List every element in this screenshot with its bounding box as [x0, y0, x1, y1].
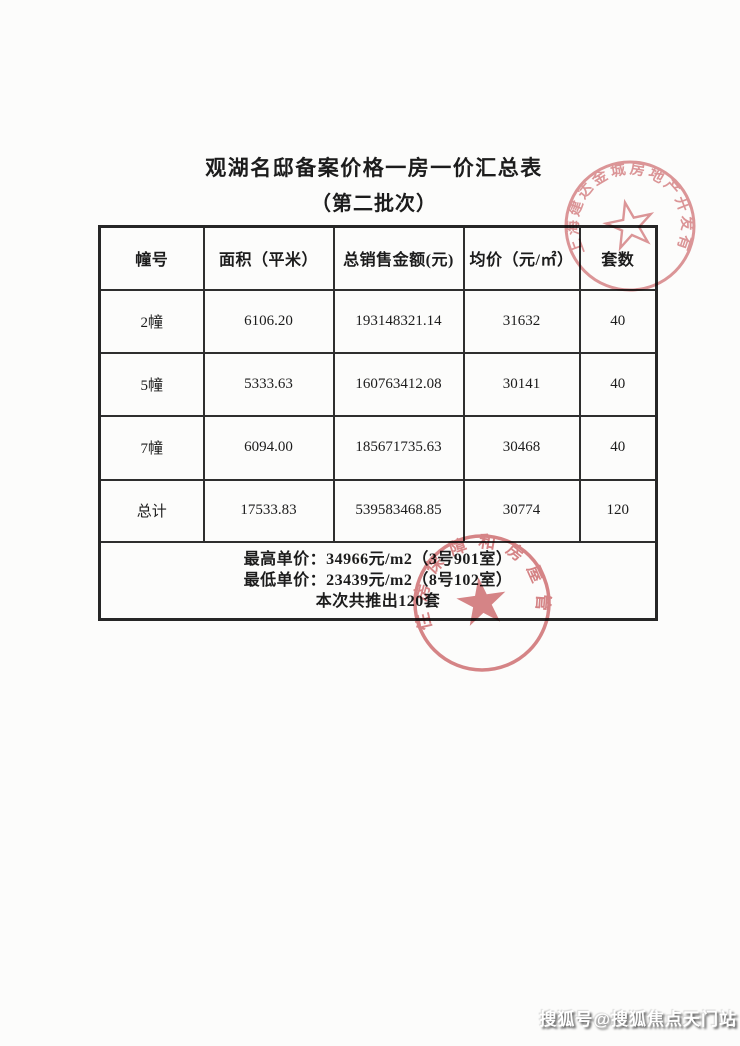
table-row: 2幢 6106.20 193148321.14 31632 40: [98, 288, 658, 354]
column-header-building: 幢号: [98, 225, 205, 291]
cell-avg: 30468: [462, 414, 581, 481]
summary-total-units: 本次共推出120套: [315, 592, 441, 610]
price-summary-table: 幢号 面积（平米） 总销售金额(元) 均价（元/㎡） 套数 2幢 6106.20…: [98, 225, 658, 621]
column-header-avg-price: 均价（元/㎡）: [462, 225, 581, 291]
cell-area: 17533.83: [202, 478, 335, 543]
summary-cell: 最高单价：34966元/m2（3号901室） 最低单价：23439元/m2（8号…: [98, 540, 658, 620]
table-row: 7幢 6094.00 185671735.63 30468 40: [98, 414, 658, 481]
column-header-total-amount: 总销售金额(元): [332, 225, 465, 291]
document-title-block: 观湖名邸备案价格一房一价汇总表 （第二批次）: [8, 152, 740, 216]
summary-min-price: 最低单价：23439元/m2（8号102室）: [243, 571, 513, 589]
cell-area: 6094.00: [202, 414, 335, 481]
cell-total: 160763412.08: [332, 351, 465, 417]
cell-units: 120: [578, 478, 658, 543]
cell-avg: 30774: [462, 478, 581, 543]
document-subtitle: （第二批次）: [311, 193, 437, 215]
cell-avg: 30141: [462, 351, 581, 417]
cell-avg: 31632: [462, 288, 581, 354]
cell-total: 185671735.63: [332, 414, 465, 481]
cell-building: 5幢: [98, 351, 205, 417]
column-header-area: 面积（平米）: [202, 225, 335, 291]
table-row: 5幢 5333.63 160763412.08 30141 40: [98, 351, 658, 417]
cell-building: 总计: [98, 478, 205, 543]
summary-max-price: 最高单价：34966元/m2（3号901室）: [243, 550, 513, 568]
cell-total: 539583468.85: [332, 478, 465, 543]
cell-area: 5333.63: [202, 351, 335, 417]
table-row-total: 总计 17533.83 539583468.85 30774 120: [98, 478, 658, 543]
cell-building: 7幢: [98, 414, 205, 481]
watermark-sohu: 搜狐号@搜狐焦点天门站: [539, 1010, 737, 1029]
table-header-row: 幢号 面积（平米） 总销售金额(元) 均价（元/㎡） 套数: [98, 225, 658, 291]
cell-units: 40: [578, 351, 658, 417]
cell-units: 40: [578, 414, 658, 481]
document-title: 观湖名邸备案价格一房一价汇总表: [205, 156, 543, 180]
cell-area: 6106.20: [202, 288, 335, 354]
cell-total: 193148321.14: [332, 288, 465, 354]
cell-units: 40: [578, 288, 658, 354]
column-header-unit-count: 套数: [578, 225, 658, 291]
table-summary-row: 最高单价：34966元/m2（3号901室） 最低单价：23439元/m2（8号…: [98, 540, 658, 620]
cell-building: 2幢: [98, 288, 205, 354]
